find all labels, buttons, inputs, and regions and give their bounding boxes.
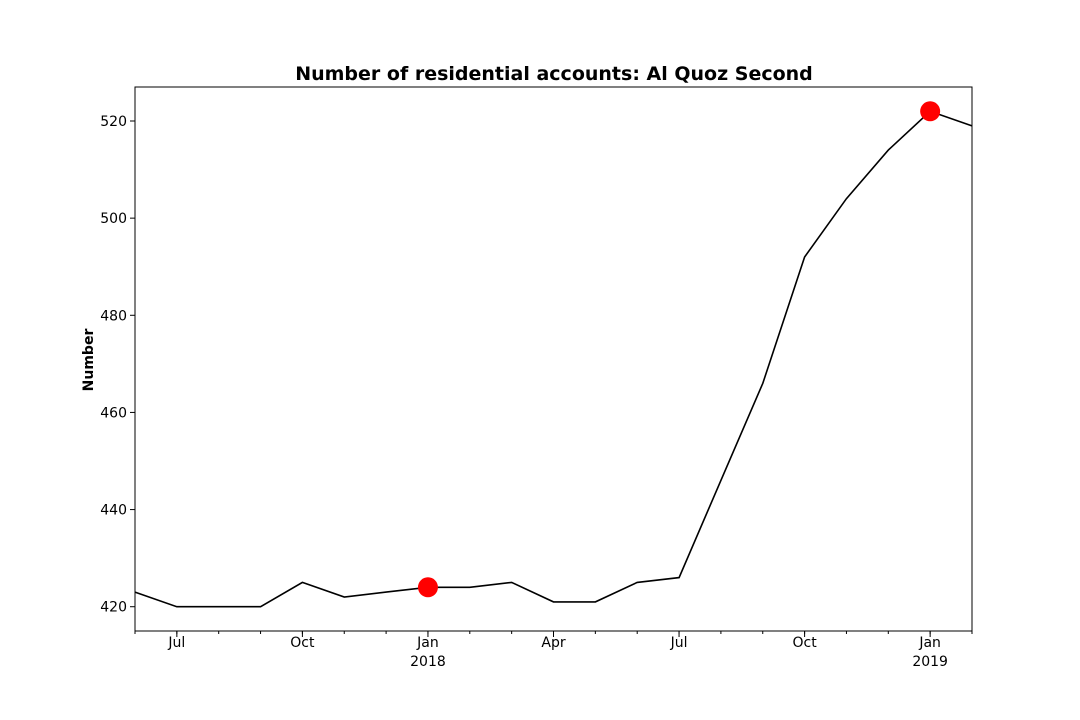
x-tick-label: Jul	[167, 635, 185, 651]
y-tick-label: 440	[100, 503, 127, 519]
x-tick-label: Oct	[290, 635, 315, 651]
x-tick-year-label: 2019	[912, 654, 948, 670]
axes-frame	[134, 86, 973, 632]
x-tick-label: Jul	[670, 635, 688, 651]
x-tick-label: Apr	[541, 635, 565, 651]
y-tick-label: 420	[100, 600, 127, 616]
chart-title: Number of residential accounts: Al Quoz …	[295, 63, 813, 85]
plot-area: 420 440 460 480 500 520 Jul Oct Jan 2018 Apr Jul Oct…	[100, 86, 973, 670]
highlight-point	[417, 577, 438, 598]
highlight-point	[920, 101, 941, 122]
x-tick-label: Jan	[416, 635, 439, 651]
y-tick-label: 480	[100, 308, 127, 324]
y-axis-label: Number	[81, 329, 97, 392]
y-tick-label: 500	[100, 211, 127, 227]
x-tick-label: Oct	[792, 635, 817, 651]
y-tick-label: 460	[100, 405, 127, 421]
x-tick-year-label: 2018	[410, 654, 446, 670]
series-line	[134, 110, 973, 608]
x-tick-label: Jan	[918, 635, 941, 651]
y-tick-label: 520	[100, 114, 127, 130]
